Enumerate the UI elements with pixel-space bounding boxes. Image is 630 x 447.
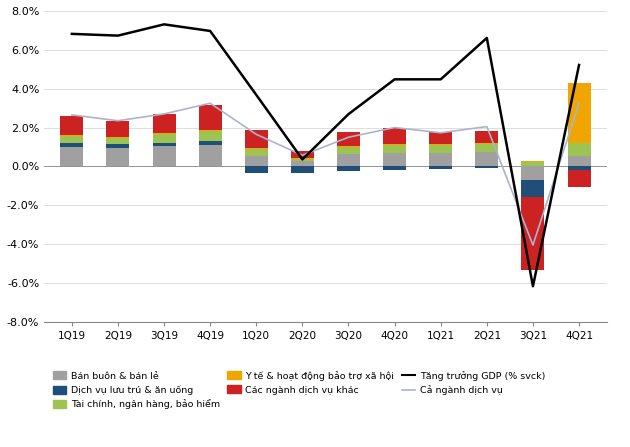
Bar bbox=[106, 121, 130, 137]
Bar bbox=[429, 132, 452, 144]
Bar bbox=[106, 137, 130, 138]
Bar bbox=[244, 166, 268, 173]
Bar bbox=[522, 180, 544, 197]
Bar bbox=[429, 145, 452, 153]
Bar bbox=[106, 144, 130, 148]
Bar bbox=[568, 166, 590, 170]
Bar bbox=[60, 143, 83, 147]
Bar bbox=[291, 160, 314, 166]
Bar bbox=[568, 83, 590, 143]
Bar bbox=[244, 131, 268, 148]
Bar bbox=[60, 147, 83, 166]
Bar bbox=[198, 145, 222, 166]
Bar bbox=[198, 105, 222, 131]
Bar bbox=[60, 136, 83, 143]
Bar bbox=[383, 166, 406, 170]
Bar bbox=[475, 166, 498, 169]
Bar bbox=[152, 143, 176, 146]
Bar bbox=[337, 166, 360, 171]
Bar bbox=[383, 144, 406, 145]
Bar bbox=[522, 197, 544, 270]
Bar bbox=[244, 148, 268, 149]
Bar bbox=[106, 138, 130, 144]
Bar bbox=[291, 158, 314, 159]
Bar bbox=[568, 156, 590, 166]
Bar bbox=[60, 135, 83, 136]
Bar bbox=[568, 170, 590, 187]
Bar bbox=[429, 144, 452, 145]
Bar bbox=[383, 145, 406, 153]
Bar bbox=[291, 151, 314, 158]
Bar bbox=[337, 146, 360, 147]
Bar bbox=[152, 146, 176, 166]
Bar bbox=[337, 147, 360, 154]
Bar bbox=[475, 152, 498, 166]
Bar bbox=[152, 133, 176, 135]
Bar bbox=[475, 144, 498, 152]
Bar bbox=[383, 127, 406, 144]
Legend: Bán buôn & bán lẻ, Dịch vụ lưu trú & ăn uống, Tài chính, ngân hàng, bảo hiểm, Y : Bán buôn & bán lẻ, Dịch vụ lưu trú & ăn … bbox=[49, 367, 549, 413]
Bar bbox=[198, 141, 222, 145]
Bar bbox=[522, 161, 544, 166]
Bar bbox=[337, 154, 360, 166]
Bar bbox=[429, 166, 452, 169]
Bar bbox=[291, 166, 314, 173]
Bar bbox=[152, 114, 176, 133]
Bar bbox=[337, 132, 360, 146]
Bar bbox=[475, 131, 498, 143]
Bar bbox=[60, 116, 83, 135]
Bar bbox=[152, 135, 176, 143]
Bar bbox=[429, 153, 452, 166]
Bar bbox=[522, 166, 544, 180]
Bar bbox=[106, 148, 130, 166]
Bar bbox=[522, 160, 544, 161]
Bar bbox=[198, 131, 222, 141]
Bar bbox=[475, 143, 498, 144]
Bar bbox=[568, 143, 590, 156]
Bar bbox=[244, 149, 268, 156]
Bar bbox=[291, 159, 314, 160]
Bar bbox=[244, 156, 268, 166]
Bar bbox=[383, 153, 406, 166]
